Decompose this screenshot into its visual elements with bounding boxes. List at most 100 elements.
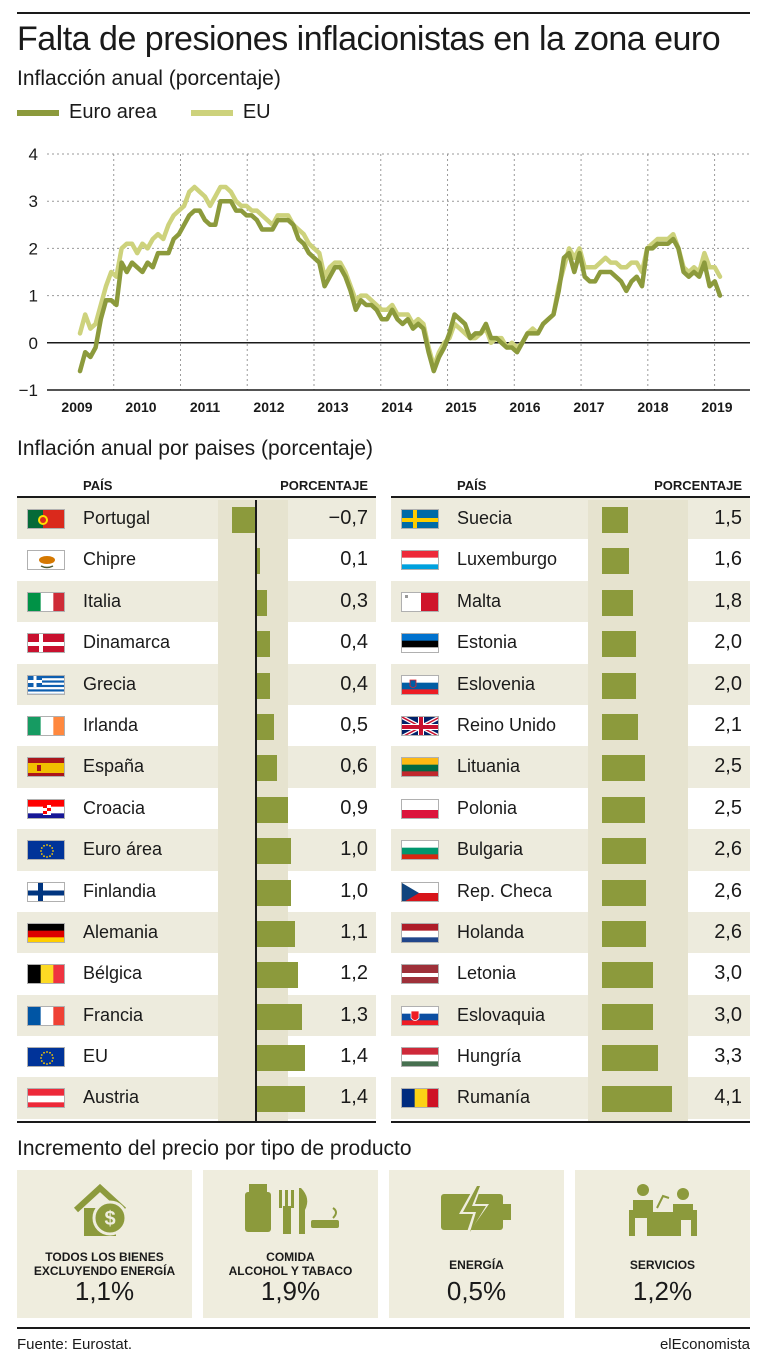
- country-value: 0,6: [340, 755, 368, 778]
- table-header: PAÍS PORCENTAJE: [391, 474, 750, 498]
- bar: [602, 796, 645, 823]
- flag-estonia-icon: [401, 633, 439, 654]
- table-row: Malta 1,8: [391, 580, 750, 623]
- country-name: Irlanda: [83, 714, 139, 735]
- house-dollar-icon: $: [70, 1180, 140, 1245]
- country-name: Eslovaquia: [457, 1004, 546, 1025]
- food-drink-icon: [241, 1180, 341, 1245]
- bar: [602, 672, 636, 699]
- country-name: EU: [83, 1046, 109, 1067]
- bar-zero-axis: [255, 500, 257, 1121]
- country-value: 1,0: [340, 838, 368, 861]
- bar: [602, 548, 630, 575]
- flag-luxembourg-icon: [401, 550, 439, 571]
- flag-sweden-icon: [401, 509, 439, 529]
- header-country: PAÍS: [83, 478, 113, 493]
- flag-france-icon: [27, 1005, 65, 1026]
- bar: [256, 1003, 302, 1030]
- country-value: 1,8: [714, 589, 742, 612]
- country-table-left: PAÍS PORCENTAJE Portugal −0,7 Chipre 0,1 Itali…: [17, 474, 376, 1123]
- footer-rule: [17, 1327, 750, 1329]
- table-row: Austria 1,4: [17, 1077, 376, 1119]
- bar: [256, 548, 260, 575]
- y-tick-label: 0: [29, 334, 38, 353]
- product-value: 1,1%: [74, 1276, 135, 1306]
- country-name: Letonia: [457, 963, 517, 984]
- source-note: Fuente: Eurostat.: [17, 1336, 133, 1353]
- product-card: SERVICIOS 1,2%: [575, 1170, 750, 1318]
- flag-ireland-icon: [27, 715, 65, 736]
- table-row: Grecia 0,4: [17, 663, 376, 705]
- table-row: Croacia 0,9: [17, 788, 376, 829]
- table-row: Reino Unido 2,1: [391, 705, 750, 746]
- flag-denmark-icon: [27, 633, 65, 654]
- office-service-icon: [623, 1180, 703, 1245]
- table-row: Bulgaria 2,6: [391, 829, 750, 871]
- flag-malta-icon: [401, 591, 439, 612]
- country-value: 1,4: [340, 1045, 368, 1068]
- country-value: 2,0: [714, 672, 742, 695]
- table-row: Eslovaquia 3,0: [391, 994, 750, 1037]
- country-value: 0,4: [340, 631, 368, 654]
- x-tick-label: 2010: [125, 399, 156, 415]
- table-row: Luxemburgo 1,6: [391, 539, 750, 580]
- country-value: 0,4: [340, 672, 368, 695]
- flag-lithuania-icon: [401, 757, 439, 778]
- series-line-eu: [77, 184, 723, 369]
- country-value: 2,1: [714, 713, 742, 736]
- flag-netherlands-icon: [401, 922, 439, 943]
- table-row: Lituania 2,5: [391, 746, 750, 788]
- flag-uk-icon: [401, 715, 439, 736]
- country-value: 3,3: [714, 1045, 742, 1068]
- legend-swatch-eu: [190, 109, 233, 116]
- country-value: 1,0: [340, 879, 368, 902]
- country-value: 0,1: [340, 548, 368, 571]
- y-tick-label: 2: [29, 239, 38, 258]
- country-value: 1,4: [340, 1086, 368, 1109]
- product-label-line2: EXCLUYENDO ENERGÍA: [33, 1264, 176, 1278]
- product-card: COMIDA ALCOHOL Y TABACO 1,9%: [203, 1170, 378, 1318]
- table-row: Finlandia 1,0: [17, 871, 376, 912]
- bar: [256, 713, 274, 740]
- table-row: EU 1,4: [17, 1036, 376, 1077]
- legend-label-euro-area: Euro area: [69, 101, 157, 123]
- country-value: −0,7: [328, 507, 368, 529]
- country-value: 1,2: [340, 962, 368, 985]
- table-row: Alemania 1,1: [17, 911, 376, 954]
- table-row: Polonia 2,5: [391, 788, 750, 829]
- bar: [256, 755, 277, 782]
- country-value: 4,1: [714, 1086, 742, 1109]
- table-row: Eslovenia 2,0: [391, 663, 750, 705]
- brand-name: elEconomista: [659, 1336, 750, 1353]
- x-tick-label: 2009: [61, 399, 92, 415]
- bar: [602, 920, 647, 947]
- bar-section-title: Inflación anual por paises (porcentaje): [17, 437, 374, 460]
- header-percentage: PORCENTAJE: [280, 478, 368, 493]
- bar: [602, 838, 647, 865]
- svg-text:$: $: [104, 1208, 115, 1230]
- flag-germany-icon: [27, 922, 65, 943]
- legend-label-eu: EU: [242, 101, 271, 123]
- country-name: Estonia: [457, 632, 518, 653]
- table-row: Dinamarca 0,4: [17, 622, 376, 663]
- country-table-right: PAÍS PORCENTAJE Suecia 1,5 Luxemburgo 1,6 Malt…: [391, 474, 750, 1123]
- country-name: Chipre: [83, 549, 137, 570]
- products-section-title: Incremento del precio por tipo de produc…: [17, 1137, 412, 1160]
- flag-hungary-icon: [401, 1047, 439, 1068]
- table-row: Suecia 1,5: [391, 498, 750, 540]
- country-value: 1,3: [340, 1003, 368, 1026]
- x-tick-label: 2017: [573, 399, 604, 415]
- x-tick-label: 2015: [445, 399, 476, 415]
- x-tick-label: 2018: [637, 399, 668, 415]
- bar: [602, 755, 645, 782]
- country-name: Lituania: [457, 756, 521, 777]
- country-name: Polonia: [457, 797, 518, 818]
- bar: [256, 920, 295, 947]
- country-value: 0,3: [340, 589, 368, 612]
- flag-italy-icon: [27, 591, 65, 612]
- table-row: Estonia 2,0: [391, 622, 750, 663]
- y-tick-label: −1: [19, 381, 38, 400]
- country-value: 2,5: [714, 755, 742, 778]
- y-tick-label: 3: [29, 192, 38, 211]
- x-tick-label: 2013: [317, 399, 348, 415]
